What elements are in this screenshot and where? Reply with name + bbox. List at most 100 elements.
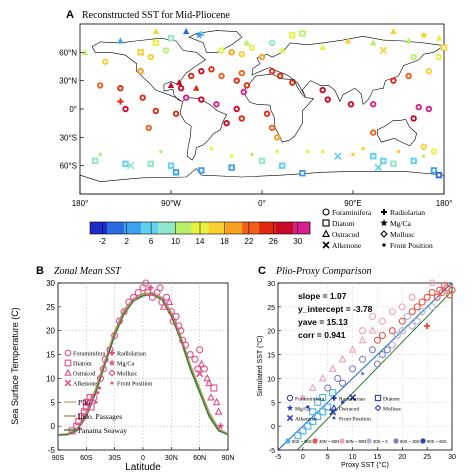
- zonal-point-circle: [163, 293, 171, 301]
- legend-b-label: Mg/Ca: [117, 361, 134, 368]
- legend-c-band-label: 30S ~ 0: [373, 439, 388, 444]
- zonal-point-triangle: [207, 393, 215, 401]
- map-marker-square-hole: [280, 164, 284, 168]
- legend-c-symbol-plus: [331, 395, 337, 401]
- colorbar-tick-label: 18: [220, 237, 229, 246]
- comparison-point-circle: [433, 293, 441, 301]
- comparison-point-circle: [334, 374, 342, 382]
- y-tick-label: 30: [46, 279, 55, 288]
- y-tick-label: 0: [271, 424, 275, 431]
- comparison-point-circle: [388, 308, 396, 316]
- comparison-point-circle: [418, 308, 426, 316]
- legend-b-symbol-star: [108, 359, 116, 367]
- comparison-point-circle: [358, 355, 367, 363]
- legend-c-band-label: 60S ~ 30S: [400, 439, 420, 444]
- map-marker-dot: [320, 149, 325, 154]
- stat-line: yave = 15.13: [298, 317, 348, 327]
- colorbar-tick-label: 2: [124, 237, 129, 246]
- y-tick-label: 15: [46, 351, 55, 360]
- comparison-point-triangle: [328, 364, 337, 372]
- zonal-point-square: [210, 384, 218, 392]
- colorbar-segment: [208, 222, 226, 234]
- colorbar-segment: [174, 222, 192, 234]
- legend-a-label: Ostracod: [332, 230, 359, 239]
- map-marker-star: [419, 31, 428, 39]
- legend-c-band-dot: [393, 438, 399, 444]
- map-marker-cross: [334, 152, 342, 160]
- map-marker-circle-hole: [270, 41, 274, 45]
- x-tick-label: 5: [326, 454, 330, 461]
- comparison-point-circle: [418, 298, 426, 306]
- map-marker-dot: [396, 149, 401, 154]
- zonal-point-circle: [196, 346, 204, 354]
- map-marker-square-hole: [260, 159, 264, 163]
- legend-c-label: Alkenone: [295, 417, 317, 423]
- legend-a-label: Mollusc: [390, 230, 415, 239]
- comparison-point-triangle: [318, 373, 327, 382]
- map-marker-circle-hole: [220, 49, 223, 52]
- regression-line: [296, 290, 453, 451]
- y-tick-label: 5: [51, 398, 56, 407]
- map-marker-triangle: [182, 28, 190, 35]
- legend-b-symbol-dot: [110, 381, 114, 385]
- legend-a-label: Radiolarian: [390, 208, 425, 217]
- zonal-point-triangle: [197, 359, 206, 368]
- legend-b-line-label: Panama Seaway: [78, 426, 127, 435]
- map-marker-dot: [305, 149, 310, 154]
- y-tick-label: 20: [46, 327, 55, 336]
- panel-c-ticks: -5 0 5 10 15 20 25 30 -5 0 5 10 15 20 25 30: [267, 281, 456, 461]
- legend-b-label: Alkenone: [73, 381, 97, 388]
- colorbar: -2 2 6 10 14 18 22 26 30: [89, 221, 311, 246]
- comparison-point-circle: [383, 346, 391, 354]
- colorbar-segment: [225, 222, 243, 234]
- x-tick-label: 30N: [165, 455, 178, 462]
- comparison-point-dot: [340, 400, 345, 404]
- comparison-point-plus: [424, 322, 431, 329]
- legend-b-symbol-circle: [64, 349, 72, 357]
- x-tick-label: 30S: [108, 455, 121, 462]
- map-markers: [81, 28, 448, 179]
- panel-c-xlabel: Proxy SST (°C): [341, 461, 389, 469]
- map-marker-circle-hole: [270, 69, 274, 73]
- panel-b-ticks: -5 0 5 10 15 20 25 30 90S 60S 30S 0 30N 60N 90N: [46, 279, 234, 462]
- map-marker-circle-hole: [220, 74, 223, 78]
- y-tick-label: 25: [267, 305, 275, 312]
- map-marker-circle-hole: [139, 69, 143, 73]
- zonal-point-triangle: [214, 407, 223, 415]
- map-marker-square-hole: [139, 50, 143, 54]
- zonal-curves: [57, 291, 229, 436]
- legend-c-band-dot: [366, 438, 372, 444]
- legend-c-symbol-dot: [332, 416, 336, 420]
- map-marker-triangle: [81, 48, 89, 55]
- zonal-point-circle: [156, 284, 164, 292]
- zonal-point-dot: [96, 391, 100, 395]
- map-marker-circle-hole: [392, 79, 395, 83]
- legend-c-label: Mollusc: [383, 407, 402, 413]
- map-marker-circle-hole: [184, 96, 188, 100]
- map-marker-circle-hole: [210, 67, 213, 71]
- y-tick-label: 5: [271, 400, 275, 407]
- lon-tick-label: 90°W: [161, 199, 181, 208]
- continent-3: [251, 35, 445, 105]
- map-marker-circle-hole: [412, 55, 416, 59]
- x-tick-label: 90S: [52, 455, 65, 462]
- zonal-point-cross: [82, 398, 90, 406]
- stat-line: y_intercept = -3.78: [298, 304, 373, 314]
- map-marker-circle-hole: [164, 49, 168, 52]
- legend-c-symbol-star: [286, 404, 294, 411]
- one-to-one-line: [277, 282, 453, 451]
- zonal-point-square: [80, 408, 88, 416]
- map-marker-square-hole: [169, 164, 173, 168]
- comparison-point-circle: [436, 286, 444, 294]
- y-tick-label: 30: [267, 281, 275, 288]
- comparison-point-square: [329, 389, 337, 397]
- map-marker-circle-hole: [371, 131, 375, 134]
- map-marker-square-hole: [230, 166, 234, 169]
- map-marker-square-hole: [93, 159, 97, 163]
- legend-a-symbol-square: [322, 219, 330, 227]
- colorbar-segment: [242, 222, 260, 234]
- x-tick-label: -5: [275, 454, 281, 461]
- x-tick-label: 60S: [80, 455, 93, 462]
- legend-b-label: Radiolarian: [117, 351, 146, 358]
- panel-c-markers: [294, 279, 456, 440]
